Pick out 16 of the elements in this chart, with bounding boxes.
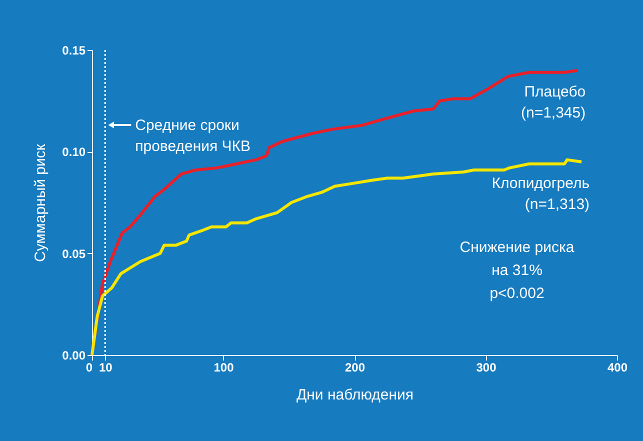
y-tick-label: 0.10: [62, 145, 86, 160]
x-tick-label: 10: [98, 360, 113, 374]
x-tick-label: 300: [476, 360, 497, 374]
x-tick-label: 0: [86, 360, 93, 374]
series-label: Плацебо (n=1,345): [520, 83, 586, 122]
x-axis-title: Дни наблюдения: [296, 386, 414, 404]
x-tick-label: 200: [344, 360, 366, 374]
series-label: Клопидогрель (n=1,313): [492, 174, 590, 213]
x-tick-label: 400: [607, 360, 628, 374]
y-tick-label: 0.15: [62, 44, 86, 58]
annotation: Снижение риска на 31% p<0.002: [460, 239, 575, 302]
y-tick-label: 0.05: [62, 246, 86, 261]
ref-line-label: Средние сроки проведения ЧКВ: [135, 117, 251, 155]
y-axis-title: Суммарный риск: [32, 144, 50, 262]
y-tick-label: 0.00: [62, 348, 86, 362]
x-tick-label: 100: [214, 360, 234, 374]
